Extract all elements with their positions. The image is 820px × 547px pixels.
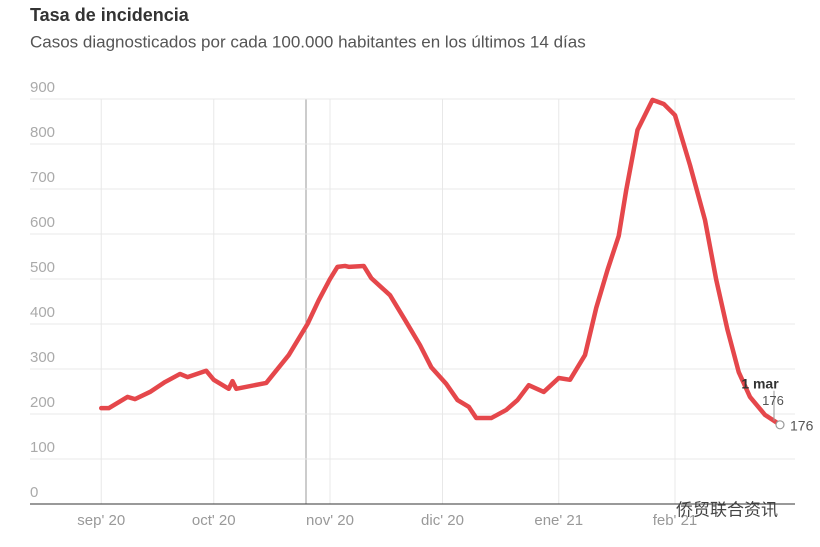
y-tick-label: 300 bbox=[30, 349, 55, 366]
watermark: 侨贸联合资讯 bbox=[676, 500, 778, 519]
chart-title: Tasa de incidencia bbox=[30, 5, 190, 25]
x-tick-label: ene' 21 bbox=[534, 512, 583, 529]
line-series bbox=[99, 97, 783, 428]
x-tick-label: oct' 20 bbox=[192, 512, 236, 529]
x-tick-label: nov' 20 bbox=[306, 512, 354, 529]
y-tick-label: 800 bbox=[30, 124, 55, 141]
x-tick-label: feb' 21 bbox=[653, 512, 698, 529]
annotation: 1 mar bbox=[741, 376, 779, 392]
x-tick-label: sep' 20 bbox=[77, 512, 125, 529]
annotation-value: 176 bbox=[762, 393, 784, 408]
y-tick-label: 900 bbox=[30, 79, 55, 96]
y-tick-label: 100 bbox=[30, 439, 55, 456]
x-tick-label: dic' 20 bbox=[421, 512, 464, 529]
y-tick-label: 0 bbox=[30, 484, 38, 501]
y-tick-label: 400 bbox=[30, 304, 55, 321]
end-label: 176 bbox=[790, 418, 814, 434]
chart-subtitle: Casos diagnosticados por cada 100.000 ha… bbox=[30, 32, 586, 51]
y-tick-label: 500 bbox=[30, 259, 55, 276]
y-tick-label: 700 bbox=[30, 169, 55, 186]
y-tick-label: 200 bbox=[30, 394, 55, 411]
y-tick-label: 600 bbox=[30, 214, 55, 231]
end-marker bbox=[775, 420, 785, 430]
